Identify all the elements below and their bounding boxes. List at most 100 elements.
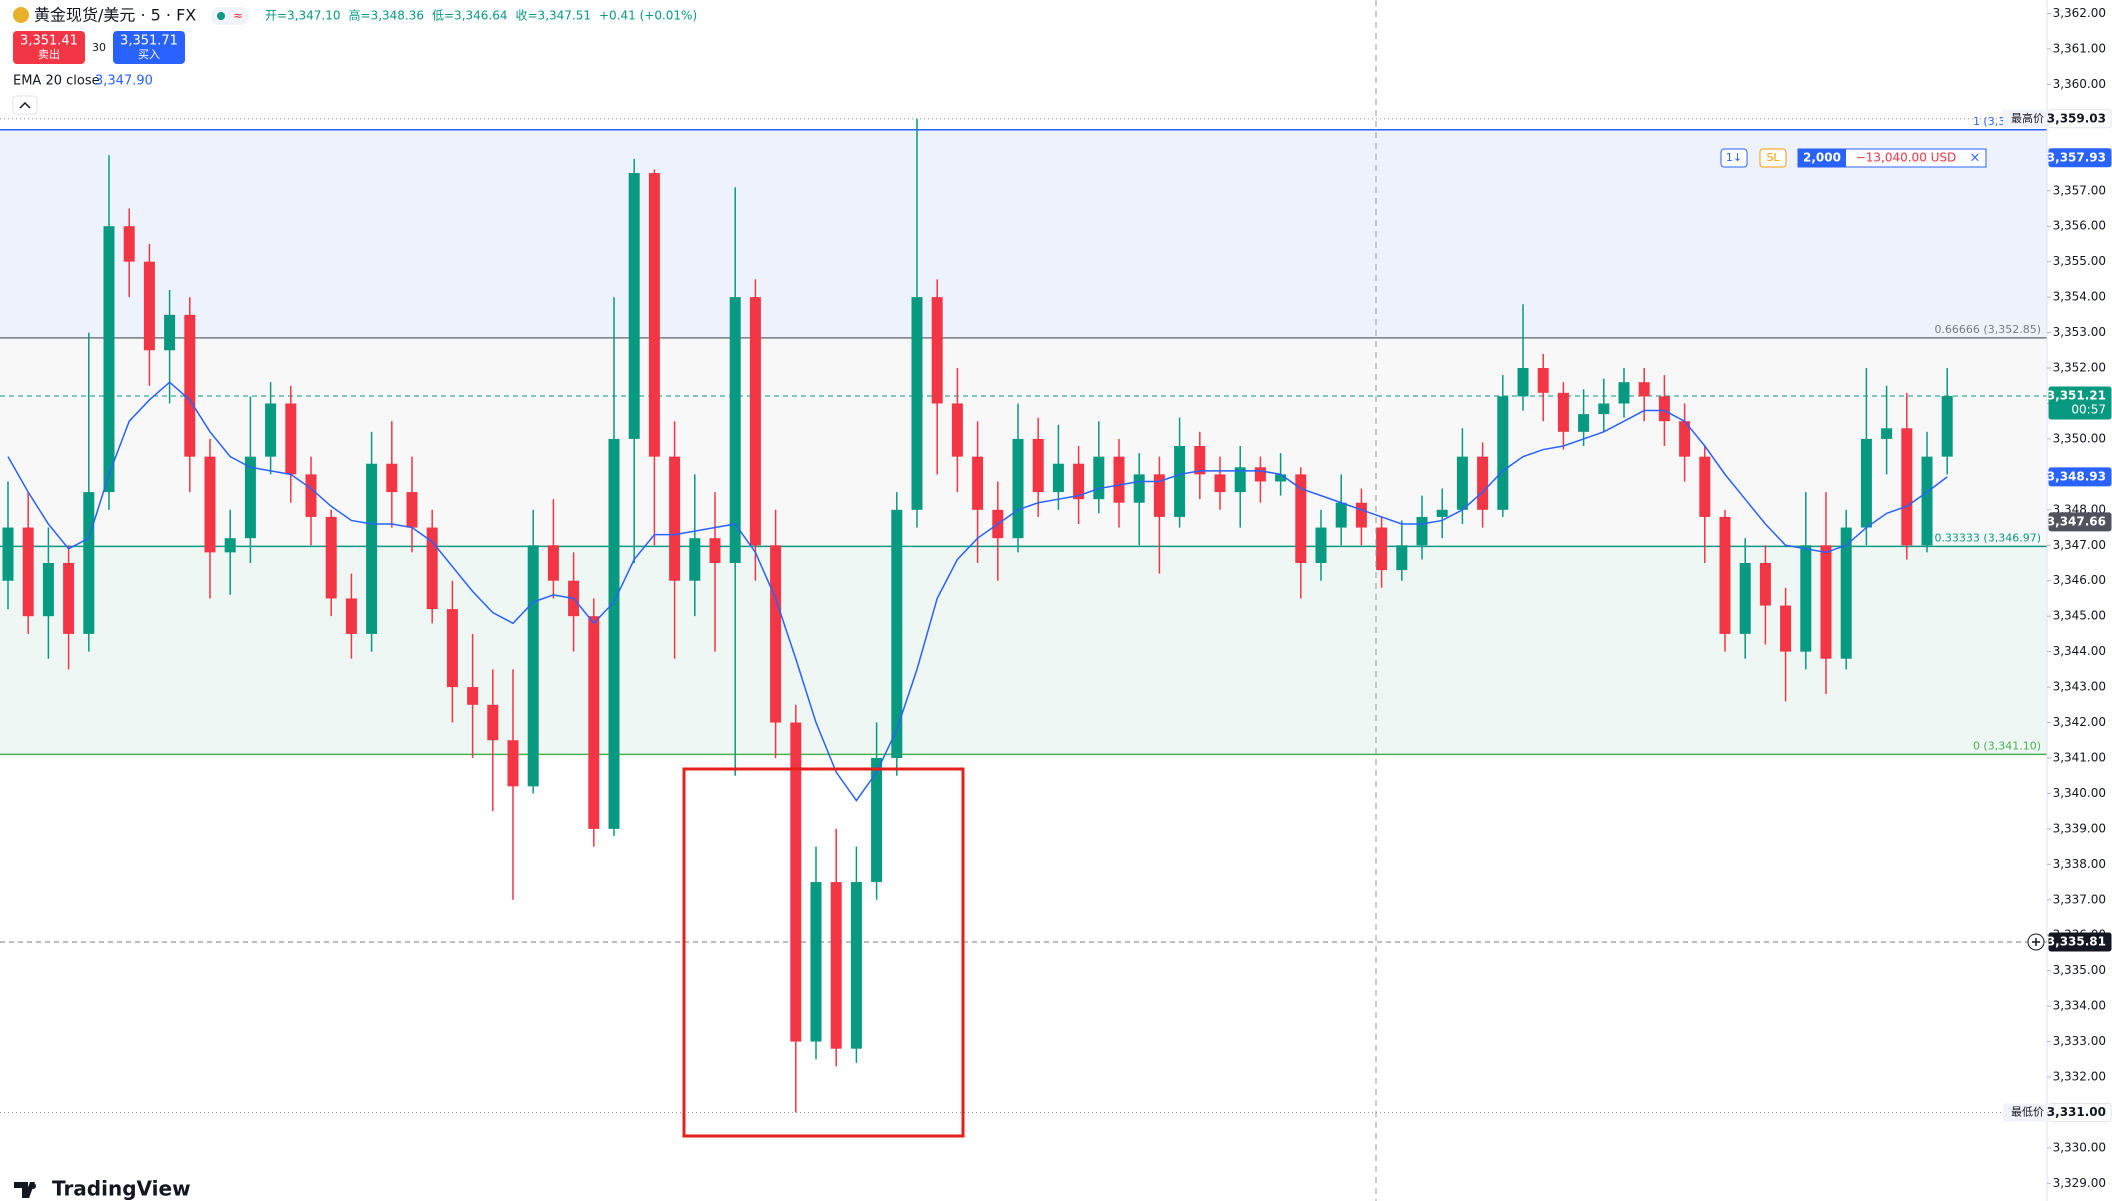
logo[interactable]: TradingView: [52, 1177, 191, 1201]
candle-body: [1820, 545, 1832, 659]
sell-label: 卖出: [38, 47, 60, 61]
collapse-button[interactable]: [12, 95, 38, 115]
candle-body: [446, 609, 458, 688]
price-tag-label: 3,331.00: [2047, 1105, 2106, 1119]
ema-line: [7, 381, 1948, 802]
candle-body: [1194, 446, 1206, 475]
y-tick-label: 3,360.00: [2053, 77, 2106, 91]
ohlc-item: +0.41 (+0.01%): [599, 9, 697, 23]
candle-body: [1477, 456, 1489, 510]
candle-body: [63, 562, 75, 634]
candle-body: [1658, 396, 1670, 422]
candle-body: [1153, 474, 1165, 517]
fib-label: 0.66666 (3,352.85): [1934, 323, 2041, 336]
y-tick-label: 3,335.00: [2053, 963, 2106, 977]
candle-body: [830, 882, 842, 1049]
y-tick-label: 3,356.00: [2053, 219, 2106, 233]
candle-body: [1800, 545, 1812, 652]
position-qty-icon: 1↓: [1726, 151, 1742, 164]
candle-body: [1315, 527, 1327, 563]
highlight-box: [682, 767, 965, 1138]
price-tag: [2048, 467, 2112, 487]
y-tick-label: 3,329.00: [2053, 1176, 2106, 1190]
y-tick-label: 3,346.00: [2053, 573, 2106, 587]
price-tag-sublabel: 00:57: [2071, 403, 2106, 417]
y-tick-label: 3,341.00: [2053, 750, 2106, 764]
candle-body: [972, 456, 984, 510]
candle-body: [1254, 467, 1266, 482]
candle-body: [1901, 428, 1913, 546]
status-pill[interactable]: [211, 7, 249, 25]
candle-body: [1396, 545, 1408, 571]
candle-body: [1699, 456, 1711, 517]
candle-body: [1073, 463, 1085, 500]
price-tag: [2048, 148, 2112, 168]
y-tick-label: 3,353.00: [2053, 325, 2106, 339]
logo-dot: [30, 1183, 36, 1189]
candle-body: [143, 261, 155, 351]
fib-label: 0 (3,341.10): [1973, 739, 2041, 752]
y-tick-label: 3,344.00: [2053, 644, 2106, 658]
ohlc-item: 低=3,346.64: [432, 9, 508, 23]
candle-body: [709, 538, 721, 563]
symbol-icon: [13, 7, 29, 23]
ohlc-item: 开=3,347.10: [265, 9, 341, 23]
price-tag: [2048, 512, 2112, 532]
position-size: 2,000: [1803, 151, 1841, 165]
price-caption: 最低价: [2011, 1105, 2044, 1118]
candle-body: [1093, 456, 1105, 500]
candle-body: [1497, 396, 1509, 510]
y-tick-label: 3,355.00: [2053, 254, 2106, 268]
candle-body: [527, 545, 539, 787]
price-tag-label: 3,351.21: [2047, 389, 2106, 403]
symbol[interactable]: 黄金现货/美元 · 5 · FX: [34, 6, 196, 25]
candle-body: [1416, 516, 1428, 546]
candle-body: [285, 403, 297, 475]
price-tag: [2048, 1102, 2112, 1122]
collapse-icon: [19, 101, 31, 109]
price-tag-label: 3,359.03: [2047, 111, 2106, 125]
candle-body: [669, 456, 681, 581]
ohlc-legend: 开=3,347.10 高=3,348.36 低=3,346.64 收=3,347.51…: [265, 8, 697, 23]
sell-button[interactable]: [13, 31, 85, 64]
candle-body: [1739, 562, 1751, 634]
price-tag-label: 3,348.93: [2047, 469, 2106, 483]
y-tick-label: 3,342.00: [2053, 715, 2106, 729]
candle-body: [1578, 414, 1590, 432]
candle-body: [1881, 428, 1893, 439]
indicator-name[interactable]: EMA 20 close: [13, 74, 100, 89]
sl-button[interactable]: [1759, 148, 1787, 168]
y-tick-label: 3,352.00: [2053, 361, 2106, 375]
candle-body: [1436, 509, 1448, 517]
price-caption: 最高价: [2011, 111, 2044, 125]
candle-body: [547, 545, 559, 581]
buy-button[interactable]: [113, 31, 185, 64]
candle-body: [265, 403, 277, 457]
candle-body: [871, 757, 883, 883]
y-tick-label: 3,362.00: [2053, 6, 2106, 20]
price-tag: [2048, 932, 2112, 952]
candle-body: [648, 173, 660, 457]
price-tag: [2048, 386, 2112, 420]
fib-label: 0.33333 (3,346.97): [1934, 531, 2041, 544]
y-tick-label: 3,347.00: [2053, 538, 2106, 552]
candle-body: [951, 403, 963, 457]
position-close[interactable]: ×: [1970, 151, 1981, 166]
candle-body: [628, 173, 640, 439]
candle-body: [810, 882, 822, 1042]
candle-body: [1052, 463, 1064, 493]
price-caption-bg: [2003, 109, 2047, 128]
buy-price: 3,351.71: [120, 34, 178, 49]
candle-body: [1517, 368, 1529, 397]
candle-body: [1355, 502, 1367, 528]
candle-body: [1113, 456, 1125, 503]
y-tick-label: 3,334.00: [2053, 999, 2106, 1013]
position-qty[interactable]: [1720, 148, 1748, 168]
candle-body: [1012, 438, 1024, 539]
fib-band: [0, 129, 2047, 338]
candle-body: [790, 722, 802, 1042]
candle-body: [386, 463, 398, 493]
crosshair-add-icon: [2032, 937, 2040, 946]
